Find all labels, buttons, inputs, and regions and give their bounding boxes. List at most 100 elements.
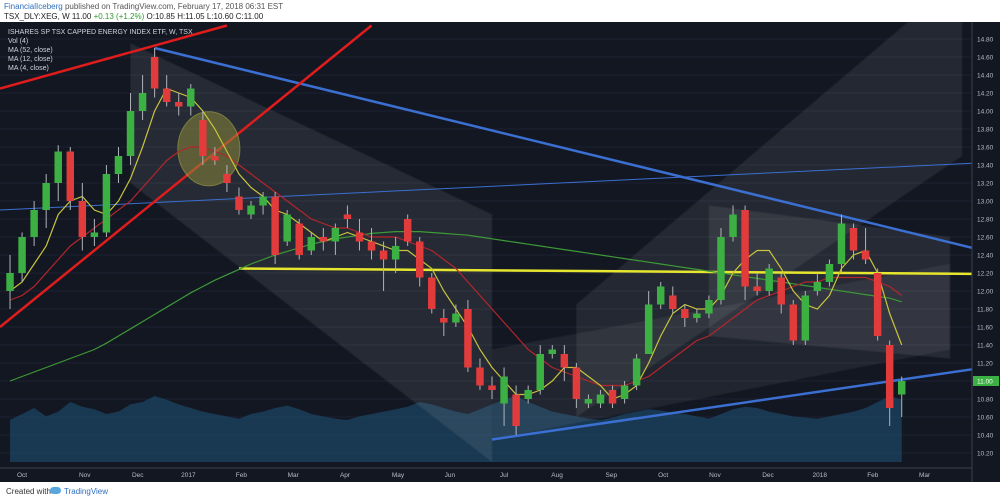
candle (90, 219, 99, 246)
candle-body (656, 286, 665, 305)
candle (536, 345, 544, 395)
y-tick-label: 12.20 (977, 271, 994, 278)
candle (343, 205, 352, 228)
candle-body (861, 250, 870, 260)
candle (524, 385, 532, 404)
legend-ma4[interactable]: MA (4, close) (8, 65, 49, 72)
candle-body (560, 354, 569, 368)
legend-title: ISHARES SP TSX CAPPED ENERGY INDEX ETF, … (8, 29, 193, 36)
candle (66, 147, 75, 210)
y-tick-label: 13.40 (977, 163, 994, 170)
candle-body (271, 196, 279, 255)
candle (30, 201, 38, 246)
candle-body (801, 295, 810, 341)
symbol-line: TSX_DLY:XEG, W 11.00 +0.13 (+1.2%) O:10.… (4, 12, 263, 21)
candle (512, 385, 520, 435)
candle-body (825, 264, 834, 282)
candle-body (162, 88, 171, 102)
candle (379, 241, 388, 291)
y-tick-label: 13.80 (977, 127, 994, 134)
candle (259, 192, 267, 215)
candle-body (343, 214, 352, 219)
candle (861, 228, 870, 264)
candle (331, 223, 340, 255)
ma12-line (9, 146, 903, 387)
legend-ma52[interactable]: MA (52, close) (8, 47, 53, 54)
red-trend-lower (0, 24, 373, 328)
ohlc-values: O:10.85 H:11.05 L:10.60 C:11.00 (146, 12, 264, 21)
candle-body (331, 228, 340, 242)
candle-body (102, 174, 111, 233)
symbol-label: TSX_DLY:XEG, W (4, 12, 70, 21)
candle-body (150, 57, 159, 89)
candle-body (174, 102, 183, 107)
author-link[interactable]: FinancialIceberg (4, 2, 63, 11)
candle (199, 111, 207, 165)
candle-body (259, 196, 267, 206)
legend-vol[interactable]: Vol (4) (8, 38, 29, 45)
candle (885, 340, 894, 426)
y-tick-label: 12.80 (977, 217, 994, 224)
candle (150, 48, 159, 98)
y-tick-label: 14.00 (977, 109, 994, 116)
candle-body (572, 367, 581, 399)
candle (596, 390, 605, 408)
candle (211, 147, 219, 165)
candle (367, 228, 376, 260)
y-tick-label: 14.40 (977, 73, 994, 80)
tradingview-cloud-icon (50, 487, 61, 494)
chart-legend: ISHARES SP TSX CAPPED ENERGY INDEX ETF, … (8, 28, 193, 73)
candle-body (295, 223, 303, 255)
y-tick-label: 12.40 (977, 253, 994, 260)
candle-body (837, 223, 846, 264)
candle (849, 223, 858, 260)
candle-body (620, 385, 629, 399)
candle (391, 237, 400, 273)
y-tick-label: 11.60 (977, 325, 993, 332)
candle-body (18, 237, 26, 273)
candle-body (30, 210, 38, 237)
candle (669, 286, 677, 314)
candle-body (235, 196, 243, 210)
candle-body (729, 214, 737, 237)
x-tick-label: Jun (445, 472, 456, 479)
price-chart[interactable]: 14.80 14.60 14.40 14.20 14.00 13.80 13.60 13.40… (0, 22, 1000, 482)
candle-body (596, 394, 605, 404)
candle-body (126, 111, 135, 156)
candle-body (452, 313, 460, 323)
x-tick-label: Oct (658, 472, 668, 479)
candle-body (644, 304, 653, 354)
candle-body (873, 273, 882, 336)
candle-body (584, 399, 593, 404)
x-tick-label: Aug (551, 472, 563, 479)
candle (247, 201, 255, 219)
candle (54, 145, 62, 201)
candle-body (391, 246, 400, 260)
candle-body (6, 273, 14, 291)
candle (440, 309, 448, 336)
candle (681, 304, 689, 327)
candle (729, 205, 737, 242)
chart-area[interactable]: 14.80 14.60 14.40 14.20 14.00 13.80 13.60 13.40… (0, 22, 1000, 482)
candle-body (524, 390, 532, 399)
candle-body (307, 237, 316, 251)
candle-body (114, 156, 123, 174)
candle (403, 214, 412, 246)
blue-resistance-line (154, 46, 973, 250)
candle (476, 358, 484, 390)
candle-body (669, 295, 677, 309)
candle (584, 394, 593, 408)
tradingview-link[interactable]: TradingView (64, 487, 109, 496)
candle-body (355, 232, 364, 242)
candle (488, 376, 496, 399)
candle-body (632, 358, 641, 386)
candle-body (500, 376, 508, 404)
x-tick-label: Apr (340, 472, 351, 479)
y-tick-label: 13.20 (977, 181, 994, 188)
candle (717, 228, 725, 305)
legend-ma12[interactable]: MA (12, close) (8, 56, 53, 63)
x-tick-label: 2018 (813, 472, 828, 479)
candle-body (536, 354, 544, 390)
candle (801, 291, 810, 345)
candle-body (741, 210, 749, 287)
